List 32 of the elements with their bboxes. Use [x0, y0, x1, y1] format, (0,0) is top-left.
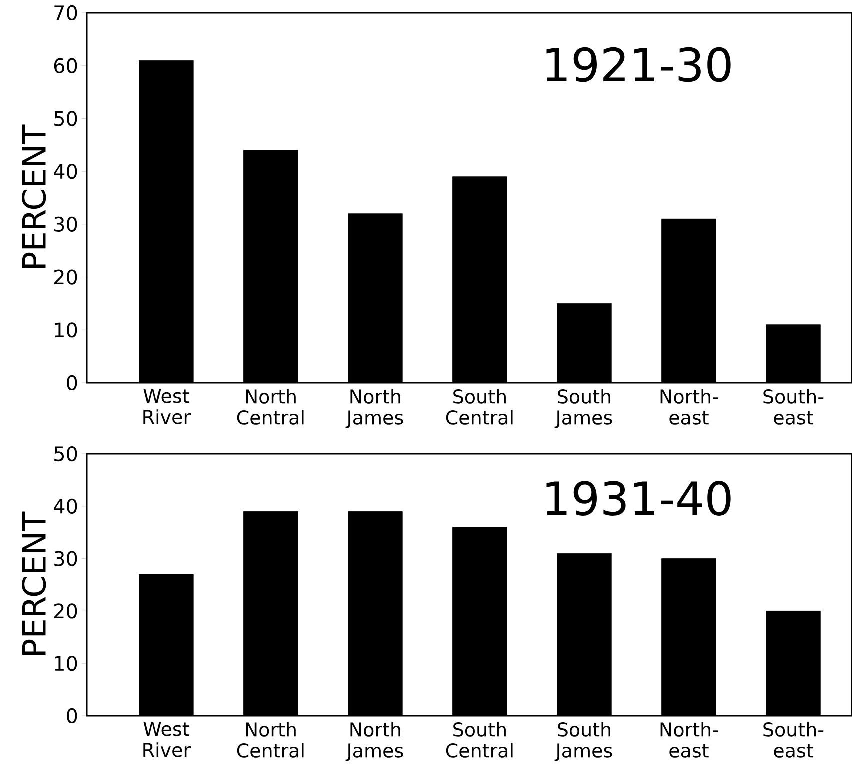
y-tick-label: 40	[54, 498, 78, 514]
x-tick-label: West River	[144, 722, 192, 758]
y-tick-label: 40	[54, 164, 78, 180]
x-tick-label: North Central	[237, 389, 304, 425]
x-tick-label: South Central	[446, 389, 513, 425]
x-tick-label: North James	[346, 389, 404, 428]
annotation: 1931-40	[546, 481, 731, 516]
y-tick-label: 50	[54, 111, 78, 126]
x-tick-label: South-east	[764, 722, 824, 758]
y-tick-label: 60	[54, 58, 78, 74]
y-tick-label: 0	[67, 375, 78, 391]
y-tick-label: 20	[54, 604, 78, 619]
x-tick-label: North-east	[660, 722, 718, 758]
y-tick-label: 20	[54, 270, 78, 285]
x-tick-label: West River	[144, 389, 192, 424]
y-tick-label: 10	[55, 656, 78, 672]
x-tick-label: North-east	[660, 389, 718, 425]
x-tick-label: South-east	[764, 389, 824, 425]
y-axis-title: PERCENT	[22, 512, 46, 655]
y-tick-label: 50	[54, 446, 78, 462]
annotation: 1921-30	[546, 47, 731, 82]
y-tick-label: 10	[55, 322, 78, 338]
x-tick-label: South Central	[446, 722, 513, 758]
x-tick-label: South James	[554, 722, 612, 762]
y-tick-label: 70	[54, 5, 78, 21]
y-tick-label: 30	[54, 216, 78, 232]
x-tick-label: South James	[554, 389, 612, 428]
x-tick-label: North Central	[237, 722, 304, 758]
y-tick-label: 0	[67, 708, 78, 724]
x-tick-label: North James	[346, 722, 404, 762]
y-axis-title: PERCENT	[22, 124, 46, 268]
y-tick-label: 30	[54, 551, 78, 566]
